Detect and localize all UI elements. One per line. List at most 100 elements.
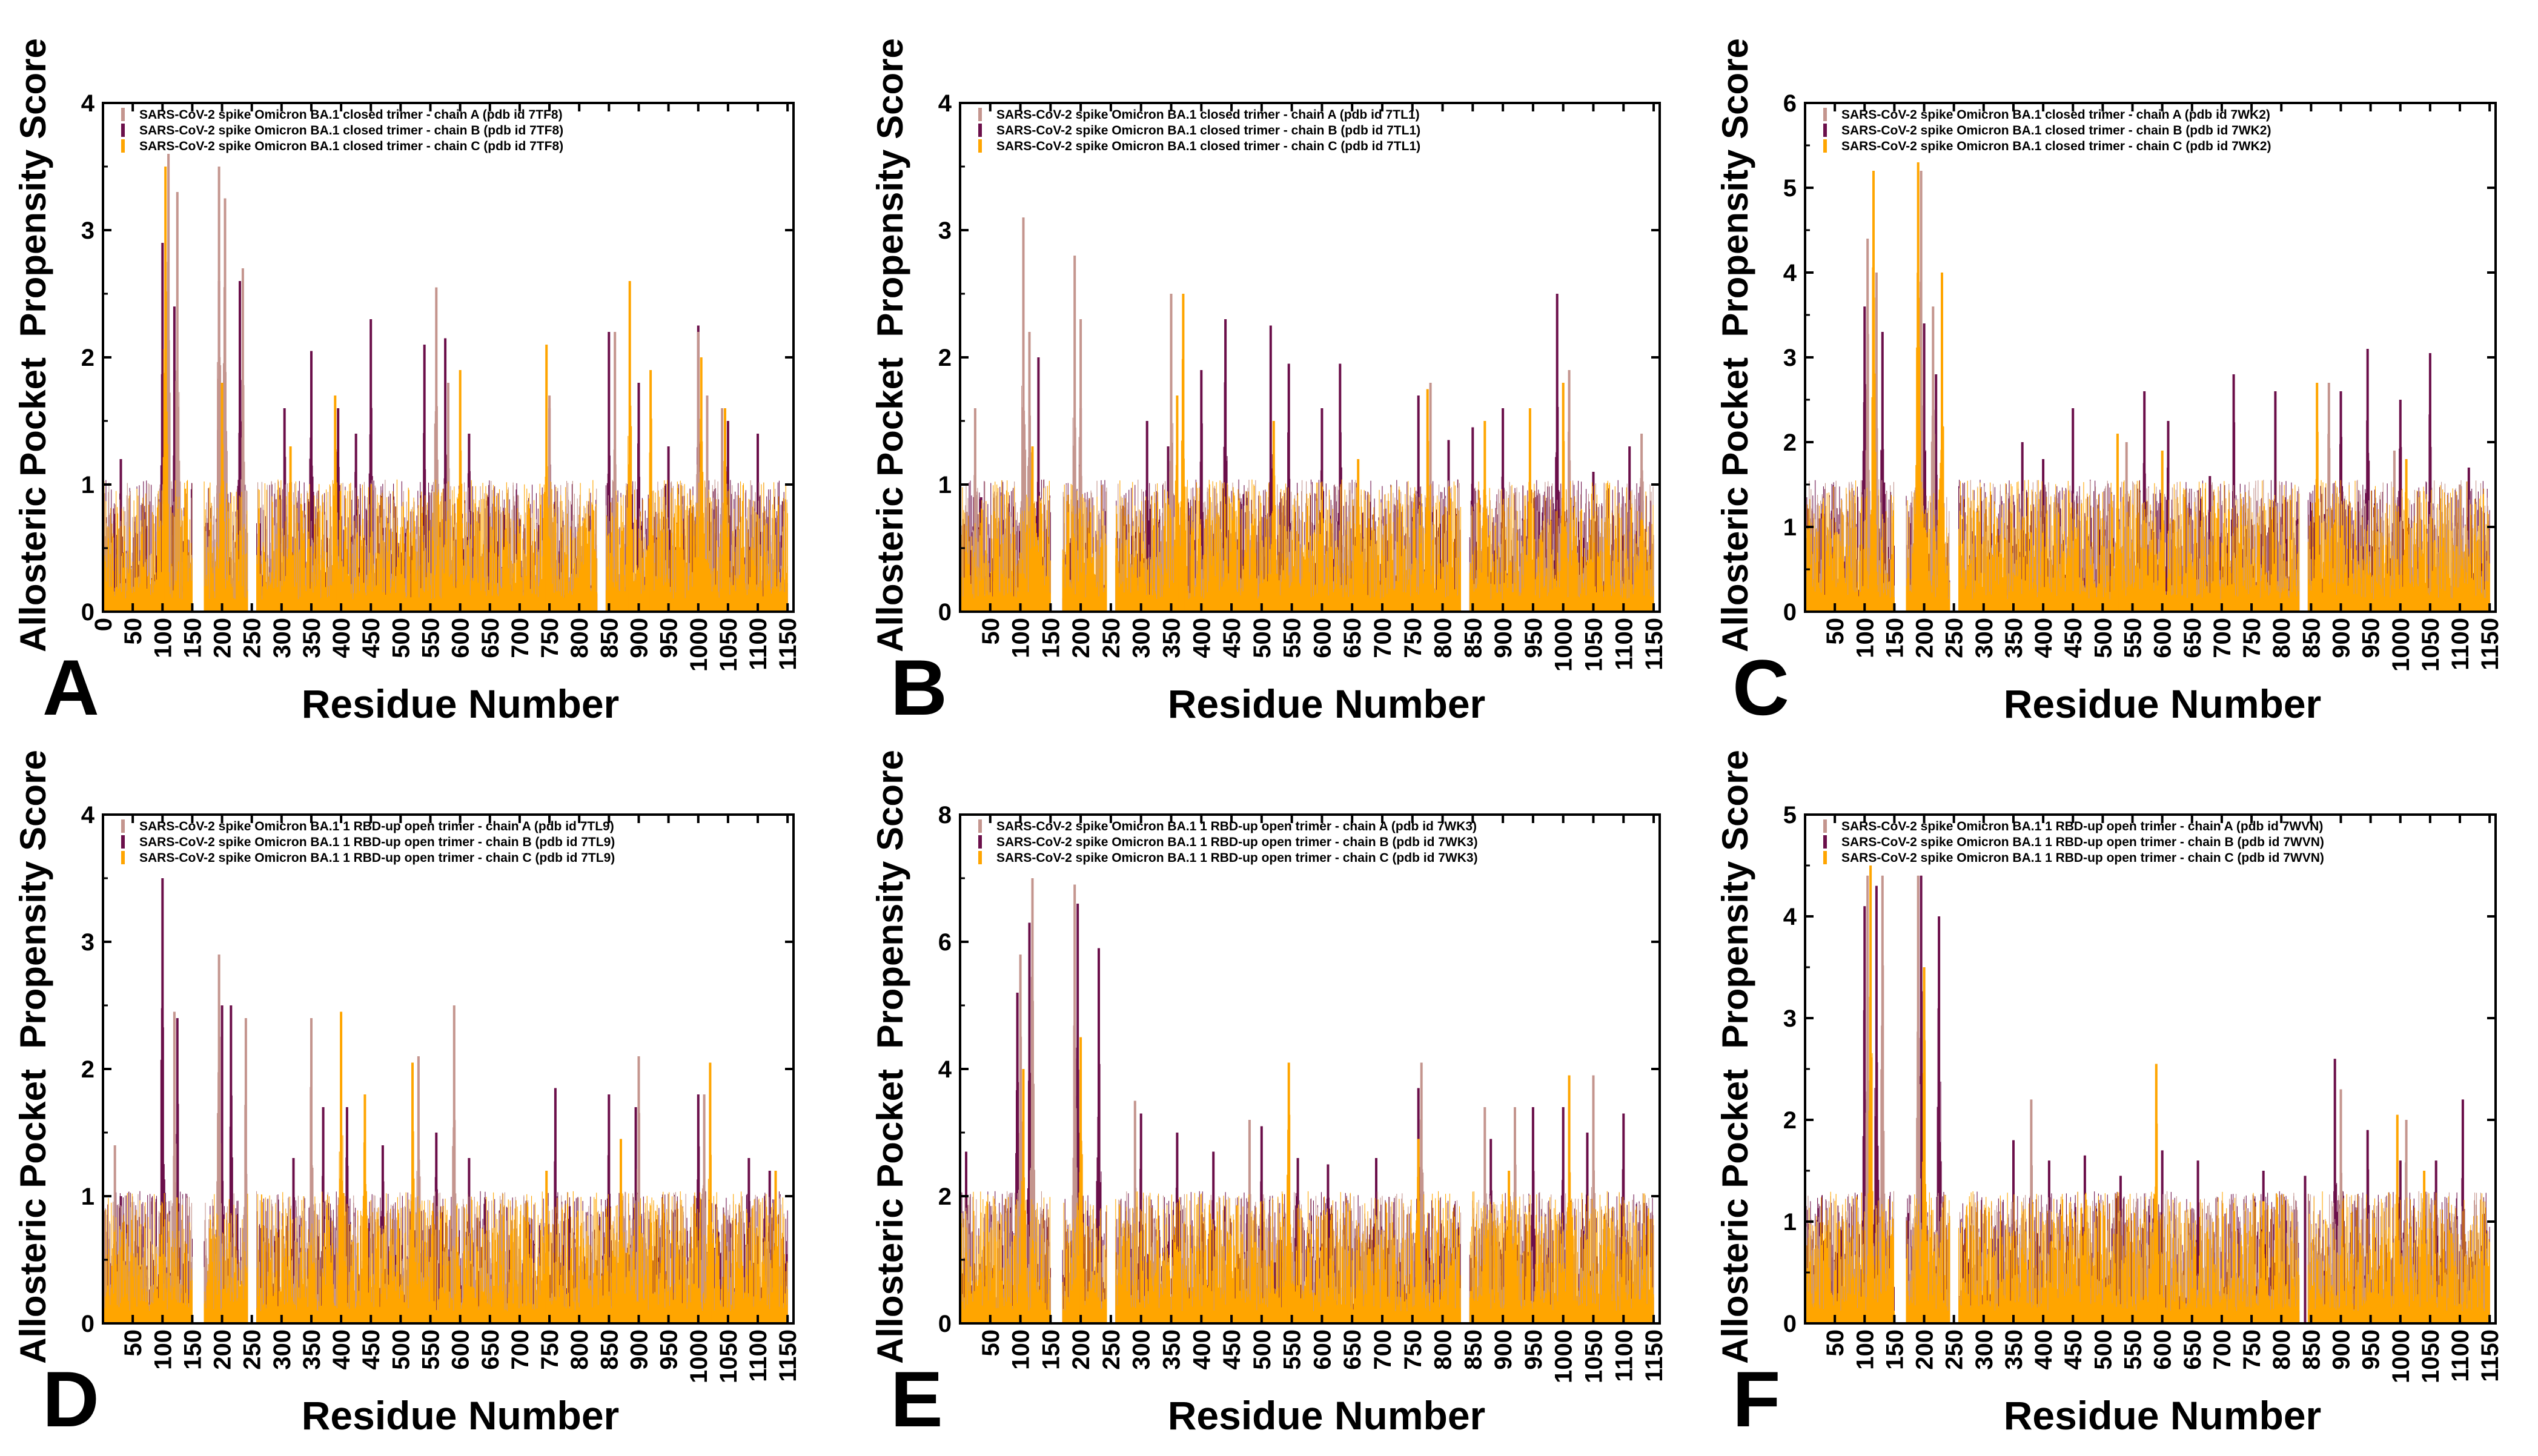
peak-bar bbox=[649, 370, 652, 612]
x-tick-label: 850 bbox=[596, 618, 623, 658]
peak-bar bbox=[289, 446, 292, 612]
peak-bar bbox=[2047, 1160, 2050, 1323]
legend: SARS-CoV-2 spike Omicron BA.1 1 RBD-up o… bbox=[978, 819, 1478, 865]
bar-marks bbox=[103, 1011, 788, 1323]
x-tick-label: 550 bbox=[2120, 618, 2147, 658]
peak-bar bbox=[1471, 427, 1474, 612]
peak-bar bbox=[337, 408, 340, 612]
x-tick-label: 450 bbox=[1219, 618, 1245, 658]
legend-entry: SARS-CoV-2 spike Omicron BA.1 1 RBD-up o… bbox=[1841, 835, 2324, 849]
peak-bar bbox=[1031, 878, 1034, 1323]
x-tick-label: 950 bbox=[656, 618, 683, 658]
x-tick-label: 800 bbox=[566, 618, 593, 658]
x-tick-label: 550 bbox=[418, 1329, 445, 1370]
peak-bar bbox=[1182, 294, 1185, 612]
x-tick-label: 50 bbox=[1822, 1329, 1849, 1357]
peak-bar bbox=[173, 306, 176, 612]
y-tick-label: 2 bbox=[81, 345, 94, 371]
x-tick-label: 750 bbox=[2239, 1329, 2265, 1370]
x-tick-label: 650 bbox=[477, 618, 504, 658]
bar-marks bbox=[1805, 875, 2490, 1323]
legend-swatch bbox=[1823, 835, 1827, 849]
peak-bar bbox=[1170, 294, 1173, 612]
peak-bar bbox=[2467, 468, 2470, 612]
x-tick-label: 700 bbox=[507, 618, 534, 658]
x-tick-label: 900 bbox=[626, 618, 653, 658]
peak-bar bbox=[774, 1171, 777, 1323]
x-tick-label: 500 bbox=[1249, 1329, 1276, 1370]
peak-bar bbox=[2119, 1176, 2122, 1323]
x-tick-label: 250 bbox=[1941, 618, 1968, 658]
x-tick-label: 1150 bbox=[775, 618, 801, 670]
legend-entry: SARS-CoV-2 spike Omicron BA.1 1 RBD-up o… bbox=[996, 851, 1478, 865]
peak-bar bbox=[614, 332, 617, 612]
x-tick-label: 1150 bbox=[1641, 1329, 1668, 1382]
peak-bar bbox=[1073, 884, 1076, 1323]
peak-bar bbox=[1556, 294, 1559, 612]
legend-swatch bbox=[1823, 108, 1827, 121]
y-tick-label: 3 bbox=[938, 217, 952, 244]
x-tick-label: 500 bbox=[2090, 618, 2116, 658]
x-tick-label: 1000 bbox=[1551, 618, 1577, 672]
y-tick-label: 3 bbox=[1783, 345, 1797, 371]
x-tick-label: 250 bbox=[1941, 1329, 1968, 1370]
panel-letter: A bbox=[42, 643, 99, 732]
x-tick-label: 650 bbox=[2179, 1329, 2206, 1370]
panel-letter: F bbox=[1732, 1355, 1780, 1443]
peak-bar bbox=[973, 408, 976, 612]
x-tick-label: 350 bbox=[1159, 1329, 1185, 1370]
x-tick-label: 600 bbox=[1309, 1329, 1336, 1370]
legend-swatch bbox=[121, 124, 125, 137]
series-chain-c bbox=[103, 167, 788, 612]
legend-entry: SARS-CoV-2 spike Omicron BA.1 closed tri… bbox=[996, 124, 1420, 137]
x-tick-label: 1150 bbox=[2477, 618, 2503, 670]
peak-bar bbox=[220, 383, 224, 612]
peak-bar bbox=[620, 1139, 622, 1323]
legend-entry: SARS-CoV-2 spike Omicron BA.1 closed tri… bbox=[996, 139, 1420, 153]
peak-bar bbox=[697, 332, 700, 612]
x-tick-label: 100 bbox=[150, 618, 176, 658]
peak-bar bbox=[2208, 476, 2212, 612]
y-tick-label: 0 bbox=[81, 1311, 94, 1337]
x-tick-label: 1050 bbox=[2417, 618, 2444, 672]
x-tick-label: 600 bbox=[1309, 618, 1336, 658]
y-tick-label: 1 bbox=[81, 472, 94, 498]
x-tick-label: 500 bbox=[1249, 618, 1276, 658]
legend-entry: SARS-CoV-2 spike Omicron BA.1 1 RBD-up o… bbox=[1841, 819, 2323, 833]
y-tick-label: 4 bbox=[1783, 904, 1797, 930]
legend-entry: SARS-CoV-2 spike Omicron BA.1 closed tri… bbox=[1841, 108, 2270, 122]
peak-bar bbox=[1586, 1133, 1589, 1323]
peak-bar bbox=[2304, 1176, 2307, 1323]
peak-bar bbox=[700, 357, 703, 612]
y-tick-label: 5 bbox=[1783, 802, 1797, 829]
legend: SARS-CoV-2 spike Omicron BA.1 1 RBD-up o… bbox=[121, 819, 615, 865]
peak-bar bbox=[724, 408, 726, 612]
x-tick-label: 900 bbox=[1490, 618, 1517, 658]
peak-bar bbox=[310, 351, 313, 612]
x-tick-label: 900 bbox=[626, 1329, 653, 1370]
x-tick-label: 950 bbox=[1520, 1329, 1547, 1370]
peak-bar bbox=[1568, 1075, 1571, 1323]
peak-bar bbox=[239, 281, 241, 612]
peak-bar bbox=[1866, 239, 1869, 612]
y-tick-label: 0 bbox=[938, 1311, 952, 1337]
x-tick-label: 150 bbox=[1038, 1329, 1064, 1370]
x-axis-label: Residue Number bbox=[2004, 1393, 2321, 1438]
panel-letter: E bbox=[890, 1355, 943, 1443]
peak-bar bbox=[354, 434, 357, 612]
y-tick-label: 6 bbox=[938, 929, 952, 956]
y-tick-label: 4 bbox=[1783, 260, 1797, 286]
series-chain-c bbox=[960, 1037, 1654, 1323]
series-chain-c bbox=[960, 294, 1654, 612]
x-tick-label: 300 bbox=[269, 618, 296, 658]
x-tick-label: 1150 bbox=[1641, 618, 1668, 670]
peak-bar bbox=[217, 167, 220, 612]
peak-bar bbox=[1073, 256, 1076, 612]
x-tick-label: 350 bbox=[299, 618, 325, 658]
x-tick-label: 200 bbox=[1912, 1329, 1938, 1370]
peak-bar bbox=[435, 1133, 438, 1323]
x-tick-label: 1150 bbox=[2477, 1329, 2503, 1382]
x-axis: 50 100 150 200 250 300 350 400 450 500 550 600 650 70… bbox=[1822, 815, 2503, 1383]
legend-entry: SARS-CoV-2 spike Omicron BA.1 1 RBD-up o… bbox=[996, 835, 1478, 849]
